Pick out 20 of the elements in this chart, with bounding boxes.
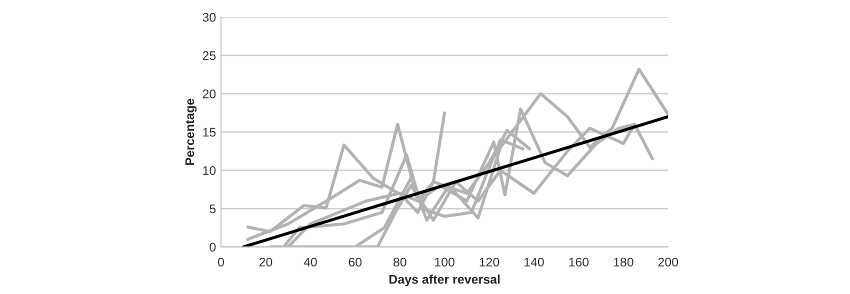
y-tick-label: 5 <box>210 204 216 214</box>
y-tick-label: 0 <box>210 242 216 252</box>
x-tick-label: 200 <box>658 258 678 267</box>
x-tick-label: 60 <box>348 258 362 267</box>
y-tick-label: 15 <box>203 128 216 137</box>
x-tick-label: 160 <box>569 258 589 267</box>
x-tick-label: 80 <box>393 258 406 267</box>
y-tick-label: 30 <box>202 12 216 22</box>
x-tick-label: 20 <box>259 258 272 267</box>
x-tick-label: 140 <box>524 258 544 267</box>
x-tick-label: 180 <box>614 258 634 267</box>
x-tick-label: 0 <box>218 258 224 267</box>
y-tick-label: 25 <box>202 51 216 60</box>
x-tick-label: 40 <box>304 258 317 267</box>
x-axis-title: Days after reversal <box>389 274 500 286</box>
x-tick-label: 100 <box>435 258 454 267</box>
y-axis-title: Percentage <box>185 98 197 165</box>
y-tick-label: 10 <box>203 166 216 175</box>
x-tick-label: 120 <box>480 258 500 267</box>
y-tick-label: 20 <box>202 89 216 98</box>
